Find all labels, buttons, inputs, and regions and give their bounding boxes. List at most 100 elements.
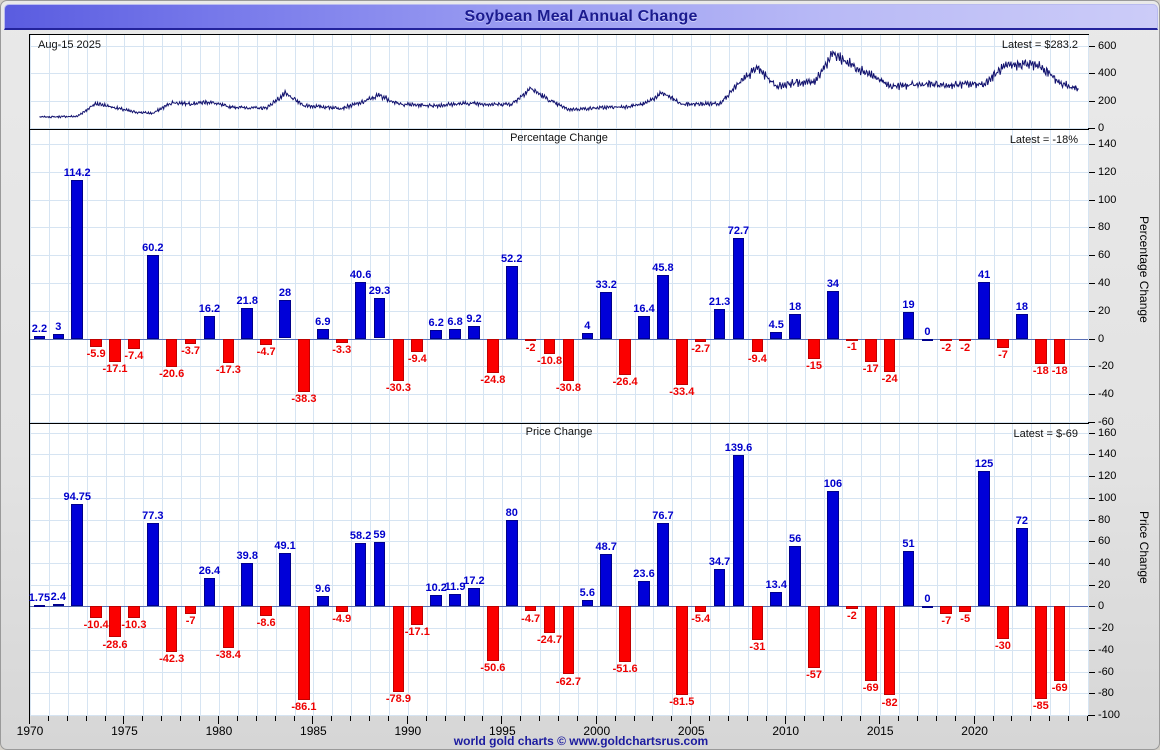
axis-tick: [1089, 520, 1095, 521]
bar-1992: [449, 329, 461, 339]
price-line-panel: Aug-15 2025 Latest = $283.2: [29, 34, 1089, 129]
x-axis-tick: [917, 716, 918, 721]
bar-1977: [165, 338, 178, 368]
bar-label-1975: -7.4: [124, 349, 144, 362]
axis-tick: [1089, 541, 1095, 542]
bar-label-2004: -81.5: [669, 695, 695, 708]
bar-label-2007: 72.7: [727, 224, 750, 237]
axis-tick: [1089, 366, 1095, 367]
axis-tick: [1089, 715, 1095, 716]
x-axis-tick: [1011, 716, 1012, 721]
bar-label-1983: 49.1: [274, 540, 296, 553]
bar-1984: [298, 338, 310, 392]
bar-1999: [581, 333, 594, 339]
bar-label-2011: -57: [806, 669, 822, 682]
bar-label-2006: 21.3: [708, 296, 731, 308]
bar-2023: [1034, 606, 1047, 699]
bar-label-2019: -5: [960, 612, 971, 625]
bar-1995: [505, 266, 518, 339]
x-axis-tick: [1087, 716, 1088, 721]
x-axis-tick: [48, 716, 49, 721]
bar-label-1979: 16.2: [198, 303, 221, 315]
bar-label-2022: 18: [1015, 300, 1028, 313]
axis-tick: [1089, 283, 1095, 284]
x-axis-tick: [199, 716, 200, 721]
axis-tick-label: 120: [1098, 166, 1117, 178]
x-axis-tick: [67, 716, 68, 721]
bar-label-1990: -9.4: [407, 352, 427, 365]
x-axis-tick: [577, 716, 578, 721]
x-axis-tick: [426, 716, 427, 721]
percentage-y-axis: -60 -40 -20 0 20 40 60 80 100 120 140: [1089, 130, 1159, 428]
bar-label-1998: -30.8: [555, 382, 581, 395]
x-axis-label-1975: 1975: [111, 724, 138, 738]
x-axis-tick: [388, 716, 389, 721]
bar-2024: [1053, 338, 1066, 364]
bar-2001: [619, 606, 631, 663]
bar-label-1985: 6.9: [315, 316, 331, 328]
axis-tick-label: 100: [1098, 194, 1117, 206]
bar-2002: [638, 580, 650, 607]
bar-2013: [846, 338, 858, 341]
bar-label-1997: -24.7: [537, 634, 563, 647]
bar-label-1994: -24.8: [480, 374, 506, 387]
price-y-axis: 0 200 400 600: [1089, 35, 1159, 134]
bar-label-1974: -17.1: [102, 363, 128, 376]
bar-label-1994: -50.6: [480, 662, 506, 675]
axis-tick: [1089, 563, 1095, 564]
x-axis-tick: [879, 716, 880, 724]
bar-label-1976: 60.2: [142, 241, 164, 254]
x-axis-tick: [369, 716, 370, 721]
bar-1997: [543, 338, 556, 354]
bar-label-2008: -31: [749, 641, 766, 654]
bar-label-1985: 9.6: [315, 583, 331, 595]
bar-2011: [808, 606, 820, 669]
x-axis-tick: [974, 716, 975, 724]
bar-label-2011: -15: [806, 360, 822, 373]
x-axis-tick: [312, 716, 313, 724]
x-axis-label-2020: 2020: [961, 724, 988, 738]
bar-label-2021: -7: [998, 349, 1008, 362]
x-axis-tick: [237, 716, 238, 721]
percentage-latest-label: Latest = -18%: [1009, 134, 1078, 146]
bar-1974: [109, 338, 121, 363]
bar-label-2023: -85: [1032, 699, 1049, 712]
x-axis-label-1985: 1985: [300, 724, 327, 738]
bar-label-1992: 11.9: [444, 580, 466, 593]
bar-label-1996: -4.7: [521, 612, 541, 625]
x-axis-tick: [860, 716, 861, 721]
bar-label-2024: -18: [1051, 364, 1068, 377]
axis-tick-label: 400: [1098, 67, 1117, 79]
x-axis-tick: [275, 716, 276, 721]
axis-tick: [1089, 339, 1095, 340]
price-date-label: Aug-15 2025: [38, 39, 101, 51]
bar-label-1973: -5.9: [86, 347, 106, 360]
axis-tick: [1089, 200, 1095, 201]
price-change-panel-title: Price Change: [525, 426, 593, 438]
bar-label-2005: -5.4: [691, 613, 711, 626]
bar-label-2023: -18: [1032, 364, 1049, 377]
bar-1998: [562, 606, 575, 675]
axis-tick: [1089, 606, 1095, 607]
bar-1989: [392, 606, 405, 693]
bar-1975: [128, 606, 140, 618]
axis-tick: [1089, 585, 1095, 586]
bar-1982: [260, 606, 272, 616]
x-axis-tick: [955, 716, 956, 721]
x-axis-tick: [501, 716, 502, 724]
bar-label-2020: 41: [977, 268, 991, 281]
bar-2012: [827, 291, 839, 339]
bar-1992: [449, 593, 461, 607]
bar-label-1990: -17.1: [404, 626, 430, 638]
x-axis-label-1990: 1990: [394, 724, 422, 738]
price-sparkline: [30, 35, 1088, 128]
bar-label-2003: 76.7: [652, 510, 674, 523]
axis-tick-label: -40: [1098, 644, 1114, 656]
price-change-panel-gridlines: [30, 424, 1089, 716]
x-axis-label-2005: 2005: [677, 724, 705, 738]
bar-1972: [71, 503, 84, 607]
bar-1970: [33, 335, 46, 339]
bar-label-1977: -20.6: [159, 368, 185, 381]
bar-1993: [468, 325, 480, 339]
axis-tick-label: 0: [1098, 333, 1105, 345]
